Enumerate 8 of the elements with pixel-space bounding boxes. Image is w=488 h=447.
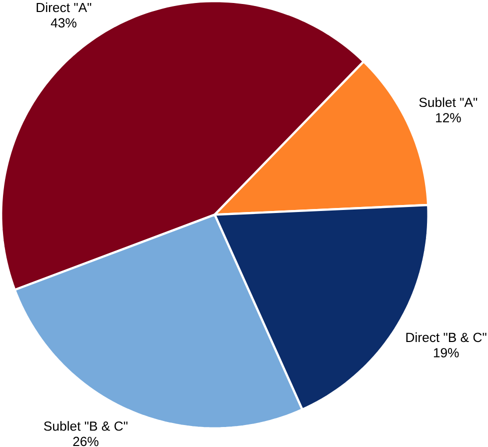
slice-label: Direct "A" xyxy=(36,2,92,12)
slice-label: Direct "B & C" xyxy=(406,332,486,342)
slice-label: Sublet "A" xyxy=(419,97,478,107)
data-label: 19% xyxy=(434,348,459,358)
slice-label: Sublet "B & C" xyxy=(44,421,128,431)
data-label: 43% xyxy=(50,18,76,28)
data-label: 26% xyxy=(73,436,98,446)
data-label: 12% xyxy=(436,112,461,122)
